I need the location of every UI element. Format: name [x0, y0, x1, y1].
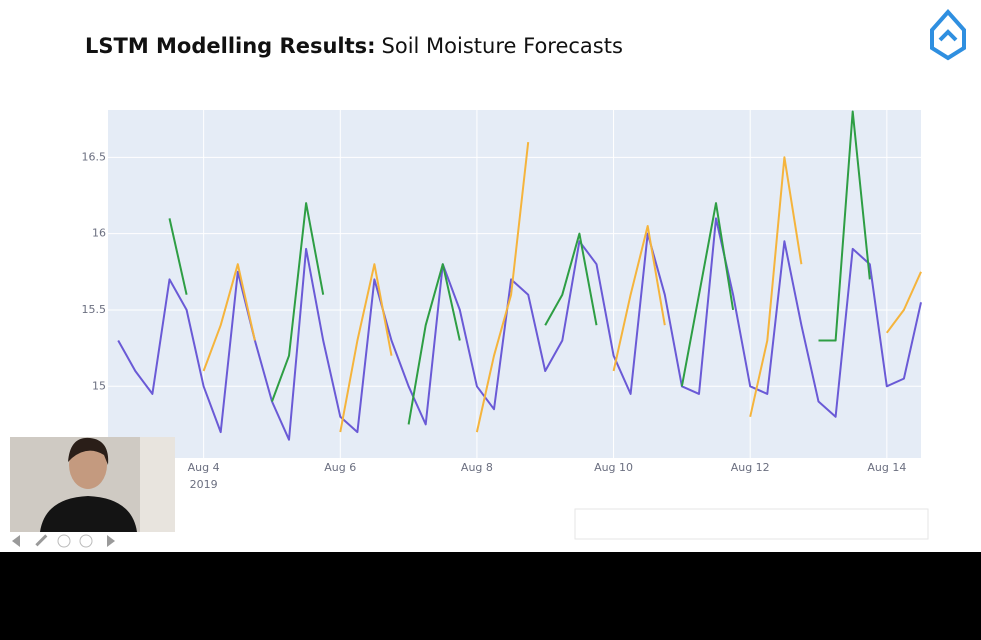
logo — [930, 8, 966, 61]
line-series — [612, 225, 666, 372]
webcam — [10, 437, 175, 532]
title-rest: Soil Moisture Forecasts — [382, 34, 623, 58]
x-tick-label: Aug 14 — [867, 461, 906, 474]
plot-area — [108, 110, 921, 458]
line-series — [885, 271, 922, 334]
y-tick-label: 15.5 — [82, 303, 107, 316]
line-series — [680, 202, 735, 387]
line-series — [475, 141, 530, 433]
line-series — [544, 232, 598, 326]
x-tick-label: Aug 12 — [731, 461, 770, 474]
x-tick-label: Aug 4 2019 — [188, 461, 220, 491]
x-tick-label: Aug 10 — [594, 461, 633, 474]
line-series — [202, 263, 256, 372]
line-series — [818, 110, 871, 342]
legend-box — [574, 508, 929, 540]
x-tick-label: Aug 6 — [324, 461, 356, 474]
slide-title: LSTM Modelling Results: Soil Moisture For… — [85, 34, 623, 58]
line-series — [168, 218, 188, 295]
line-series — [339, 263, 393, 433]
x-tick-label: Aug 8 — [461, 461, 493, 474]
toolbar[interactable] — [12, 534, 115, 548]
y-tick-label: 16 — [92, 227, 106, 240]
title-bold: LSTM Modelling Results: — [85, 34, 376, 58]
line-series — [271, 202, 325, 402]
line-series — [749, 156, 803, 418]
line-series — [407, 263, 461, 425]
y-tick-label: 15 — [92, 379, 106, 392]
y-tick-label: 16.5 — [82, 150, 107, 163]
black-bar — [0, 552, 981, 640]
chart: 15 15.5 16 16.5 Aug 4 2019 Aug 6 Aug 8 Aug 10 Aug… — [82, 110, 922, 528]
